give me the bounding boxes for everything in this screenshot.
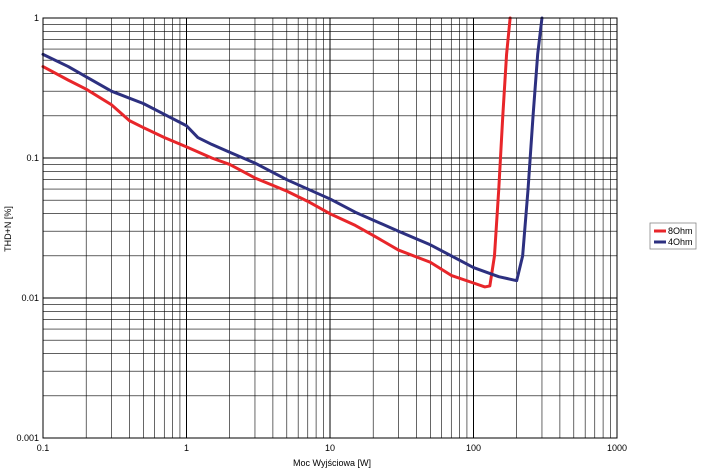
y-tick-label: 0.01: [21, 293, 39, 303]
plot-frame: [42, 17, 618, 439]
x-tick-label: 100: [466, 443, 481, 453]
tick-labels: 0.1 1 10 100 1000 0.001 0.01 0.1 1: [16, 13, 627, 453]
grid-lines: [42, 18, 617, 439]
x-axis-label: Moc Wyjściowa [W]: [293, 458, 371, 468]
series-line-8ohm: [41, 16, 512, 289]
x-tick-label: 10: [325, 443, 335, 453]
y-tick-label: 0.001: [16, 433, 39, 443]
legend-label-4ohm: 4Ohm: [668, 237, 693, 247]
legend-box: [649, 222, 697, 250]
x-tick-label: 1000: [607, 443, 627, 453]
series-line-4ohm: [41, 16, 544, 283]
y-tick-label: 1: [34, 13, 39, 23]
series-layer: [41, 16, 544, 289]
y-axis-label: THD+N [%]: [3, 206, 13, 252]
x-tick-label: 1: [184, 443, 189, 453]
x-tick-label: 0.1: [37, 443, 50, 453]
legend: 8Ohm 4Ohm: [649, 222, 697, 250]
legend-label-8ohm: 8Ohm: [668, 226, 693, 236]
y-tick-label: 0.1: [26, 153, 39, 163]
